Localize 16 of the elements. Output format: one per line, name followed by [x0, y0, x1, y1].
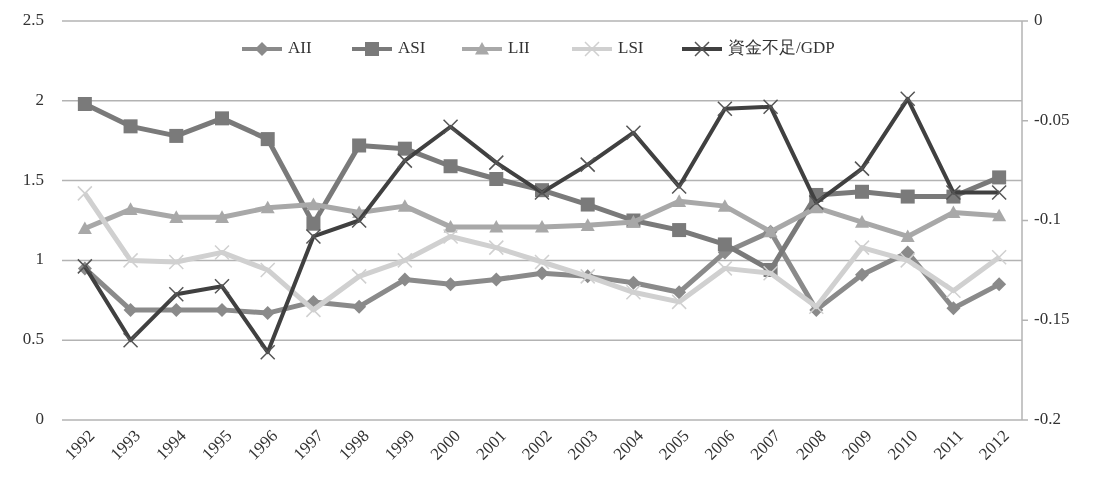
y2-tick-label: -0.2 — [1034, 408, 1061, 428]
y2-tick-label: -0.15 — [1034, 309, 1070, 329]
y-tick-label: 0 — [35, 408, 44, 428]
y-tick-label: 2 — [35, 89, 44, 109]
y2-tick-label: -0.05 — [1034, 109, 1070, 129]
legend-label: ASI — [398, 37, 426, 57]
y-tick-label: 0.5 — [22, 329, 44, 349]
legend-label: AII — [288, 37, 312, 57]
legend-label: LSI — [618, 37, 644, 57]
legend-label: 資金不足/GDP — [728, 37, 835, 57]
legend-label: LII — [508, 37, 531, 57]
y-tick-label: 1 — [35, 249, 44, 269]
y-tick-label: 1.5 — [22, 169, 44, 189]
y2-tick-label: -0.1 — [1034, 209, 1061, 229]
y2-tick-label: 0 — [1034, 9, 1043, 29]
y-tick-label: 2.5 — [22, 9, 44, 29]
